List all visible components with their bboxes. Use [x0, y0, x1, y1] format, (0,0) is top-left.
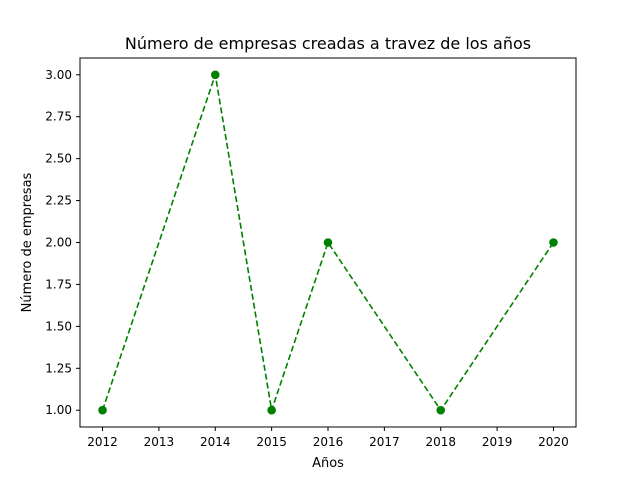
y-axis-label: Número de empresas	[20, 172, 35, 312]
x-axis-label: Años	[312, 456, 344, 471]
y-tick-label: 3.00	[45, 68, 72, 82]
x-tick-label: 2019	[482, 435, 513, 449]
x-tick-label: 2018	[425, 435, 456, 449]
x-axis-ticks: 2012 2013 2014 2015 2016 2017 2018 2019 2020	[87, 427, 569, 449]
x-tick-label: 2012	[87, 435, 118, 449]
x-tick-label: 2016	[313, 435, 344, 449]
y-tick-label: 1.00	[45, 403, 72, 417]
y-axis-ticks: 1.00 1.25 1.50 1.75 2.00 2.25 2.50 2.75 3.00	[45, 68, 80, 417]
chart-title: Número de empresas creadas a travez de l…	[125, 34, 531, 53]
y-tick-label: 2.00	[45, 236, 72, 250]
y-tick-label: 1.50	[45, 319, 72, 333]
y-tick-label: 2.75	[45, 110, 72, 124]
data-points	[98, 70, 558, 415]
plot-frame	[79, 57, 577, 428]
y-tick-label: 2.50	[45, 152, 72, 166]
y-tick-label: 1.75	[45, 277, 72, 291]
x-tick-label: 2015	[256, 435, 287, 449]
y-tick-label: 1.25	[45, 361, 72, 375]
data-point	[323, 238, 333, 247]
x-tick-label: 2020	[538, 435, 569, 449]
x-tick-label: 2017	[369, 435, 400, 449]
data-point	[436, 405, 446, 415]
data-point	[549, 238, 558, 247]
x-tick-label: 2013	[144, 435, 175, 449]
data-point	[267, 405, 276, 415]
data-point	[210, 70, 220, 80]
y-tick-label: 2.25	[45, 194, 72, 208]
x-tick-label: 2014	[200, 435, 231, 449]
data-point	[98, 405, 107, 415]
